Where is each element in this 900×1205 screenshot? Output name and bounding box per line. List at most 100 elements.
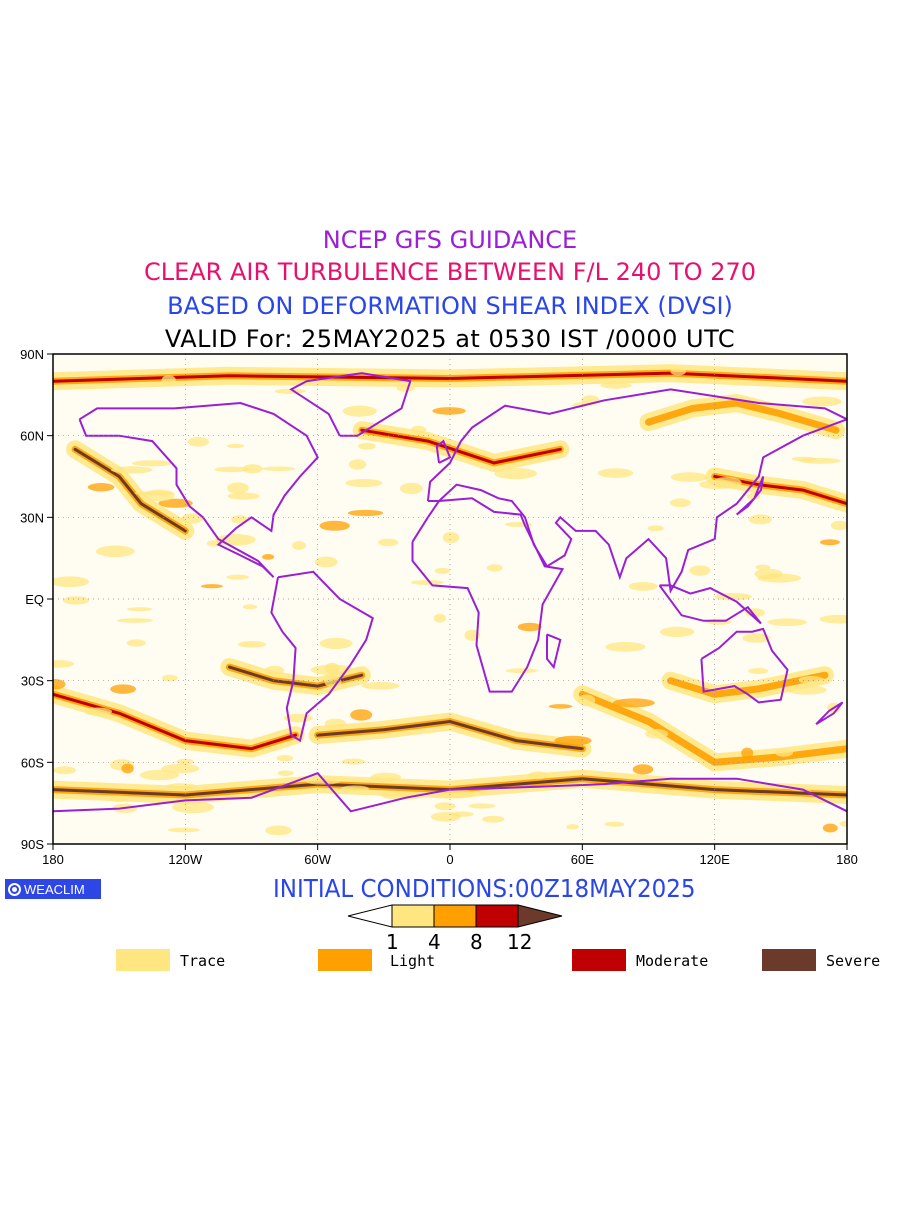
trace-patch [87, 483, 115, 492]
trace-patch [381, 791, 425, 800]
severe-band [53, 692, 298, 751]
weaclim-logo: WEACLIM [5, 879, 101, 899]
colorbar-moderate [475, 904, 519, 928]
longitude-labels: 180 120W 60W 0 60E 120E 180 [42, 852, 858, 867]
trace-patch [767, 618, 807, 626]
coastline-path [435, 439, 452, 464]
severe-band [316, 719, 584, 751]
legend-label-severe: Severe [826, 952, 881, 970]
lon-label: 60E [571, 852, 594, 867]
trace-patch [314, 556, 338, 568]
trace-patch [62, 596, 90, 605]
colorbar-severe-triangle [517, 904, 563, 928]
trace-patch [517, 622, 542, 632]
title-line-1: NCEP GFS GUIDANCE [322, 226, 578, 254]
trace-patch [802, 396, 842, 407]
trace-patch [227, 492, 260, 500]
trace-patch [165, 783, 197, 790]
trace-patch [632, 764, 654, 775]
trace-patch [400, 482, 423, 495]
trace-patch [577, 694, 596, 707]
severe-band [360, 428, 562, 465]
coastline-path [289, 372, 412, 437]
trace-patch [396, 384, 415, 392]
trace-patch [341, 758, 366, 765]
lon-label: 60W [304, 852, 331, 867]
trace-patch [645, 729, 669, 739]
trace-patch [432, 407, 466, 415]
trace-patch [350, 709, 373, 721]
lon-label: 120W [168, 852, 203, 867]
trace-patch [242, 604, 257, 610]
colorbar-tick-8: 8 [470, 930, 483, 954]
lat-label: 30N [20, 510, 44, 525]
axis-ticks [47, 353, 848, 850]
trace-patch [347, 509, 384, 517]
coastline-path [546, 633, 562, 670]
title-line-3: BASED ON DEFORMATION SHEAR INDEX (DVSI) [167, 292, 733, 320]
trace-patch [242, 464, 263, 474]
trace-patch [237, 641, 267, 648]
title-line-4-valid-time: VALID For: 25MAY2025 at 0530 IST /0000 U… [164, 325, 736, 353]
legend-label-light: Light [390, 952, 436, 970]
legend-label-trace: Trace [180, 952, 226, 970]
legend-swatch-trace [116, 949, 170, 971]
trace-patch [442, 532, 460, 544]
trace-patch [126, 639, 146, 647]
trace-patch [755, 564, 771, 570]
trace-patch [494, 468, 538, 480]
trace-patch [116, 618, 154, 623]
gridlines [53, 354, 847, 844]
colorbar-tick-1: 1 [386, 930, 399, 954]
trace-patch [605, 642, 646, 652]
trace-patch [742, 633, 771, 643]
trace-patch [340, 785, 370, 792]
legend-label-moderate: Moderate [636, 952, 709, 970]
trace-patch [140, 769, 179, 781]
trace-patch [361, 682, 400, 690]
coastline-path [53, 772, 847, 813]
trace-patch [162, 674, 178, 682]
trace-patch [276, 755, 293, 762]
trace-patch [53, 679, 66, 690]
trace-patch [748, 514, 772, 525]
trace-patch [265, 825, 292, 836]
trace-patch [822, 823, 838, 833]
initial-conditions: INITIAL CONDITIONS:00Z18MAY2025 [273, 874, 696, 903]
trace-patch [748, 668, 769, 674]
trace-patch [468, 803, 496, 809]
trace-patch [434, 802, 456, 811]
light-band [578, 690, 847, 766]
trace-patch [830, 520, 847, 531]
lat-label: 90S [21, 837, 44, 852]
trace-patch [775, 748, 793, 757]
coastline-path [658, 584, 762, 625]
trace-patch [528, 771, 549, 780]
colorbar-light [433, 904, 477, 928]
title-line-2: CLEAR AIR TURBULENCE BETWEEN F/L 240 TO … [143, 258, 757, 286]
trace-patch [647, 525, 664, 532]
trace-patch [305, 779, 340, 785]
trace-patch [53, 660, 74, 668]
trace-patch [433, 613, 446, 623]
trace-patch [839, 820, 847, 827]
trace-patch [613, 698, 655, 708]
colorbar-tick-4: 4 [428, 930, 441, 954]
coastline-path [78, 401, 319, 578]
trace-patch [345, 479, 383, 487]
legend-swatch-severe [762, 949, 816, 971]
trace-patch [604, 821, 625, 827]
trace-patch [597, 468, 634, 478]
trace-patch [342, 405, 377, 417]
trace-patch [482, 815, 505, 823]
trace-patch [200, 584, 223, 589]
logo-text: WEACLIM [24, 881, 85, 897]
trace-patch [227, 482, 249, 494]
lat-label: EQ [25, 592, 44, 607]
trace-patch [430, 812, 461, 822]
trace-patch [53, 576, 89, 588]
trace-patch [53, 766, 76, 775]
trace-patch [109, 795, 128, 802]
trace-patch [214, 466, 249, 473]
